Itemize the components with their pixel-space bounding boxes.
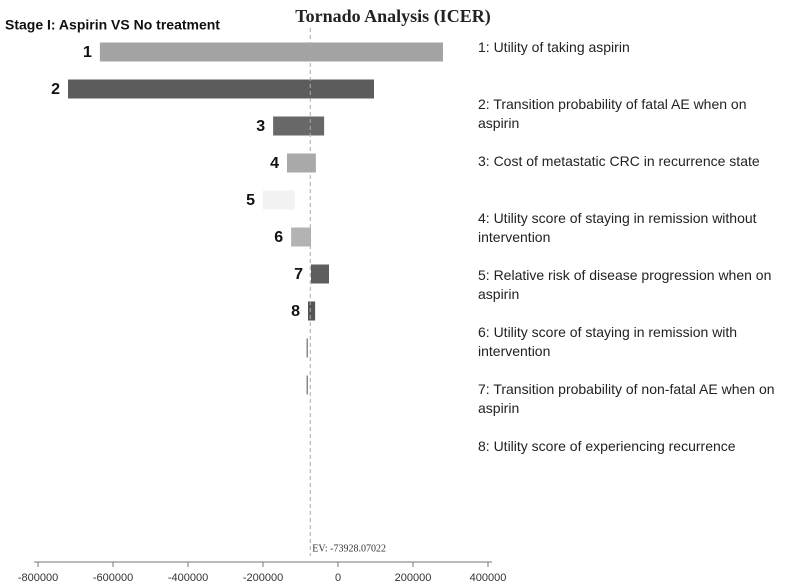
chart-subtitle: Stage I: Aspirin VS No treatment	[5, 17, 220, 33]
bar-label: 5	[246, 192, 255, 209]
bar-label: 4	[270, 155, 279, 172]
x-tick-label: 400000	[470, 572, 507, 584]
legend-item: 5: Relative risk of disease progression …	[478, 267, 772, 302]
legend-item: 8: Utility score of experiencing recurre…	[478, 438, 736, 454]
legend-item: 6: Utility score of staying in remission…	[478, 324, 738, 359]
legend: 1: Utility of taking aspirin 2: Transitio…	[478, 38, 778, 494]
x-tick-label: 0	[335, 572, 341, 584]
bar	[263, 190, 295, 210]
x-tick-label: -600000	[93, 572, 133, 584]
bar-label: 7	[294, 266, 303, 283]
bar-label: 2	[51, 81, 60, 98]
bar	[306, 338, 308, 358]
bar-label: 6	[274, 229, 283, 246]
bar	[99, 42, 443, 62]
x-tick-label: -800000	[18, 572, 58, 584]
bar	[273, 116, 325, 136]
bar	[291, 227, 311, 247]
x-tick-label: -200000	[243, 572, 283, 584]
legend-item: 4: Utility score of staying in remission…	[478, 210, 757, 245]
bar-label: 8	[291, 303, 300, 320]
legend-item: 1: Utility of taking aspirin	[478, 39, 630, 55]
x-tick-label: 200000	[395, 572, 432, 584]
legend-item: 7: Transition probability of non-fatal A…	[478, 381, 775, 416]
bar	[287, 153, 316, 173]
x-tick-label: -400000	[168, 572, 208, 584]
ev-label: EV: -73928.07022	[312, 543, 386, 554]
legend-item: 3: Cost of metastatic CRC in recurrence …	[478, 153, 760, 169]
bar-label: 3	[256, 118, 265, 135]
chart-title: Tornado Analysis (ICER)	[295, 6, 490, 27]
bar	[311, 264, 329, 284]
bar-label: 1	[83, 44, 92, 61]
legend-item: 2: Transition probability of fatal AE wh…	[478, 96, 747, 131]
bar	[308, 301, 316, 321]
bar	[68, 79, 374, 99]
bar	[306, 375, 308, 395]
